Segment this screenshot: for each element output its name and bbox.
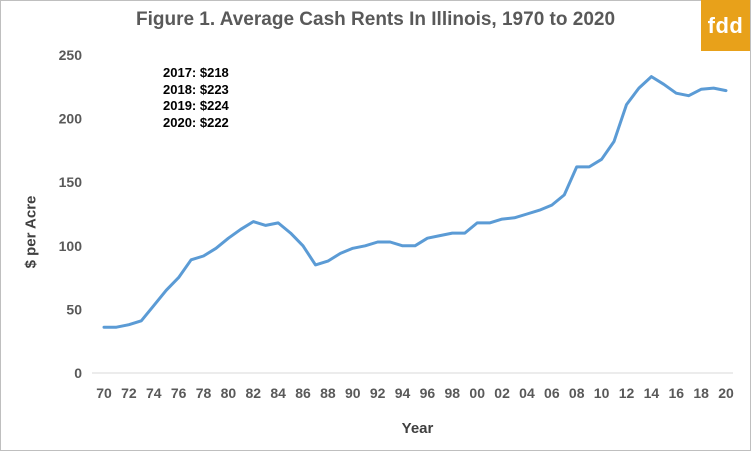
x-tick-label: 12: [619, 385, 635, 401]
annotation-2017: 2017: $218: [163, 65, 229, 80]
series-line: [102, 75, 728, 329]
x-tick-label: 80: [221, 385, 237, 401]
y-tick-label: 100: [59, 238, 83, 254]
x-tick-label: 06: [544, 385, 560, 401]
x-tick-label: 08: [569, 385, 585, 401]
x-tick-label: 76: [171, 385, 187, 401]
annotation-2019: 2019: $224: [163, 98, 229, 113]
y-tick-label: 250: [59, 47, 83, 63]
x-tick-label: 88: [320, 385, 336, 401]
y-tick-label: 200: [59, 111, 83, 127]
x-tick-label: 84: [270, 385, 286, 401]
x-tick-label: 96: [420, 385, 436, 401]
y-tick-label: 50: [66, 301, 82, 317]
x-tick-label: 72: [121, 385, 137, 401]
x-tick-label: 92: [370, 385, 386, 401]
x-tick-label: 16: [668, 385, 684, 401]
x-tick-label: 86: [295, 385, 311, 401]
fdd-logo: fdd: [701, 0, 750, 51]
x-tick-label: 70: [96, 385, 112, 401]
x-tick-label: 98: [445, 385, 461, 401]
x-tick-label: 82: [245, 385, 261, 401]
x-tick-label: 02: [494, 385, 510, 401]
x-tick-label: 20: [718, 385, 734, 401]
annotation-2018: 2018: $223: [163, 81, 229, 97]
annotation-2020: 2020: $222: [163, 114, 229, 130]
x-tick-label: 04: [519, 385, 535, 401]
x-tick-label: 14: [644, 385, 660, 401]
x-tick-label: 94: [395, 385, 411, 401]
chart-title: Figure 1. Average Cash Rents In Illinois…: [135, 9, 616, 30]
x-axis-label: Year: [401, 420, 434, 437]
annotation-box: 2017: $218 2018: $223 2019: $224 2020: $…: [163, 65, 229, 131]
y-tick-label: 150: [59, 174, 83, 190]
x-tick-label: 18: [693, 385, 709, 401]
x-tick-label: 10: [594, 385, 610, 401]
x-tick-label: 00: [469, 385, 485, 401]
x-tick-label: 74: [146, 385, 162, 401]
y-tick-label: 0: [74, 365, 82, 381]
x-tick-label: 78: [196, 385, 212, 401]
x-tick-label: 90: [345, 385, 361, 401]
